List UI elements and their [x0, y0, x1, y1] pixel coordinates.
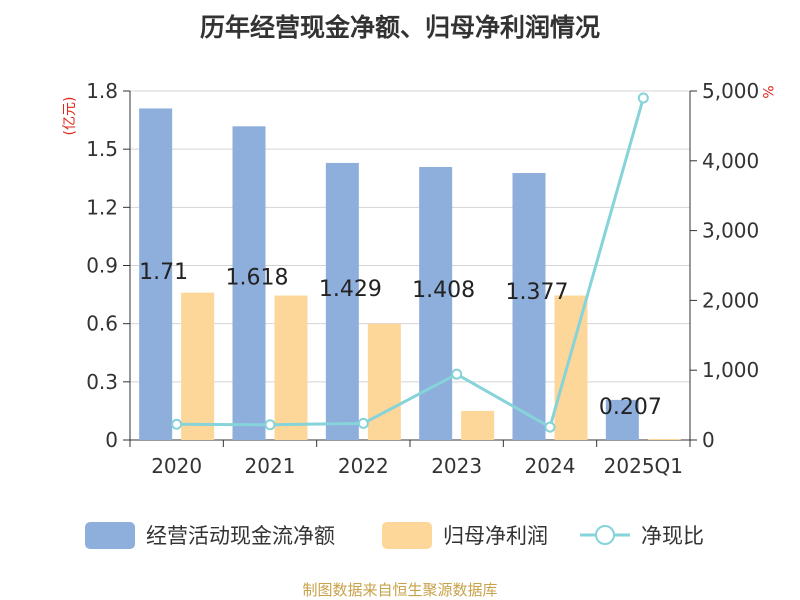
x-tick-label: 2024 — [525, 454, 576, 478]
data-label: 1.71 — [139, 260, 188, 285]
x-tick-label: 2025Q1 — [604, 454, 683, 478]
left-tick-label: 0 — [105, 428, 118, 452]
x-tick-label: 2022 — [338, 454, 389, 478]
x-tick-label: 2023 — [431, 454, 482, 478]
line-point — [357, 417, 369, 429]
data-label: 1.618 — [226, 266, 289, 291]
bar — [232, 126, 266, 440]
bar — [181, 292, 215, 440]
x-tick-label: 2020 — [151, 454, 202, 478]
legend-label: 净现比 — [641, 524, 704, 548]
bar — [647, 439, 681, 440]
chart-title: 历年经营现金净额、归母净利润情况 — [199, 13, 600, 42]
bar — [461, 410, 495, 440]
left-tick-label: 0.3 — [86, 370, 118, 394]
bar — [512, 173, 546, 440]
legend-label: 归母净利润 — [443, 524, 548, 548]
left-tick-label: 0.9 — [86, 254, 118, 278]
line-point — [451, 368, 463, 380]
left-tick-label: 1.8 — [86, 79, 118, 103]
left-axis-unit: (亿元) — [62, 97, 78, 136]
right-tick-label: 2,000 — [702, 288, 759, 312]
legend-swatch-bar — [382, 522, 432, 549]
line-point — [171, 418, 183, 430]
line-point — [264, 419, 276, 431]
bar — [325, 162, 359, 440]
line-point — [544, 421, 556, 433]
left-tick-label: 0.6 — [86, 312, 118, 336]
right-axis-unit: % — [759, 85, 775, 98]
legend-label: 经营活动现金流净额 — [146, 524, 335, 548]
data-label: 0.207 — [599, 395, 662, 420]
line-point — [637, 92, 649, 104]
right-tick-label: 4,000 — [702, 149, 759, 173]
source-note: 制图数据来自恒生聚源数据库 — [302, 581, 498, 599]
left-tick-label: 1.5 — [86, 137, 118, 161]
right-tick-label: 1,000 — [702, 358, 759, 382]
bar — [139, 108, 173, 440]
line-series-path — [176, 97, 645, 430]
data-label: 1.408 — [412, 278, 475, 303]
right-tick-label: 0 — [702, 428, 715, 452]
right-tick-label: 3,000 — [702, 219, 759, 243]
bar — [274, 295, 308, 440]
data-label: 1.429 — [319, 277, 382, 302]
data-label: 1.377 — [506, 280, 569, 305]
bar — [367, 323, 401, 440]
bar — [419, 167, 453, 440]
right-tick-label: 5,000 — [702, 79, 759, 103]
legend-swatch-marker — [595, 525, 615, 545]
bar — [605, 399, 639, 440]
x-tick-label: 2021 — [245, 454, 296, 478]
left-tick-label: 1.2 — [86, 195, 118, 219]
legend-swatch-bar — [85, 522, 135, 549]
